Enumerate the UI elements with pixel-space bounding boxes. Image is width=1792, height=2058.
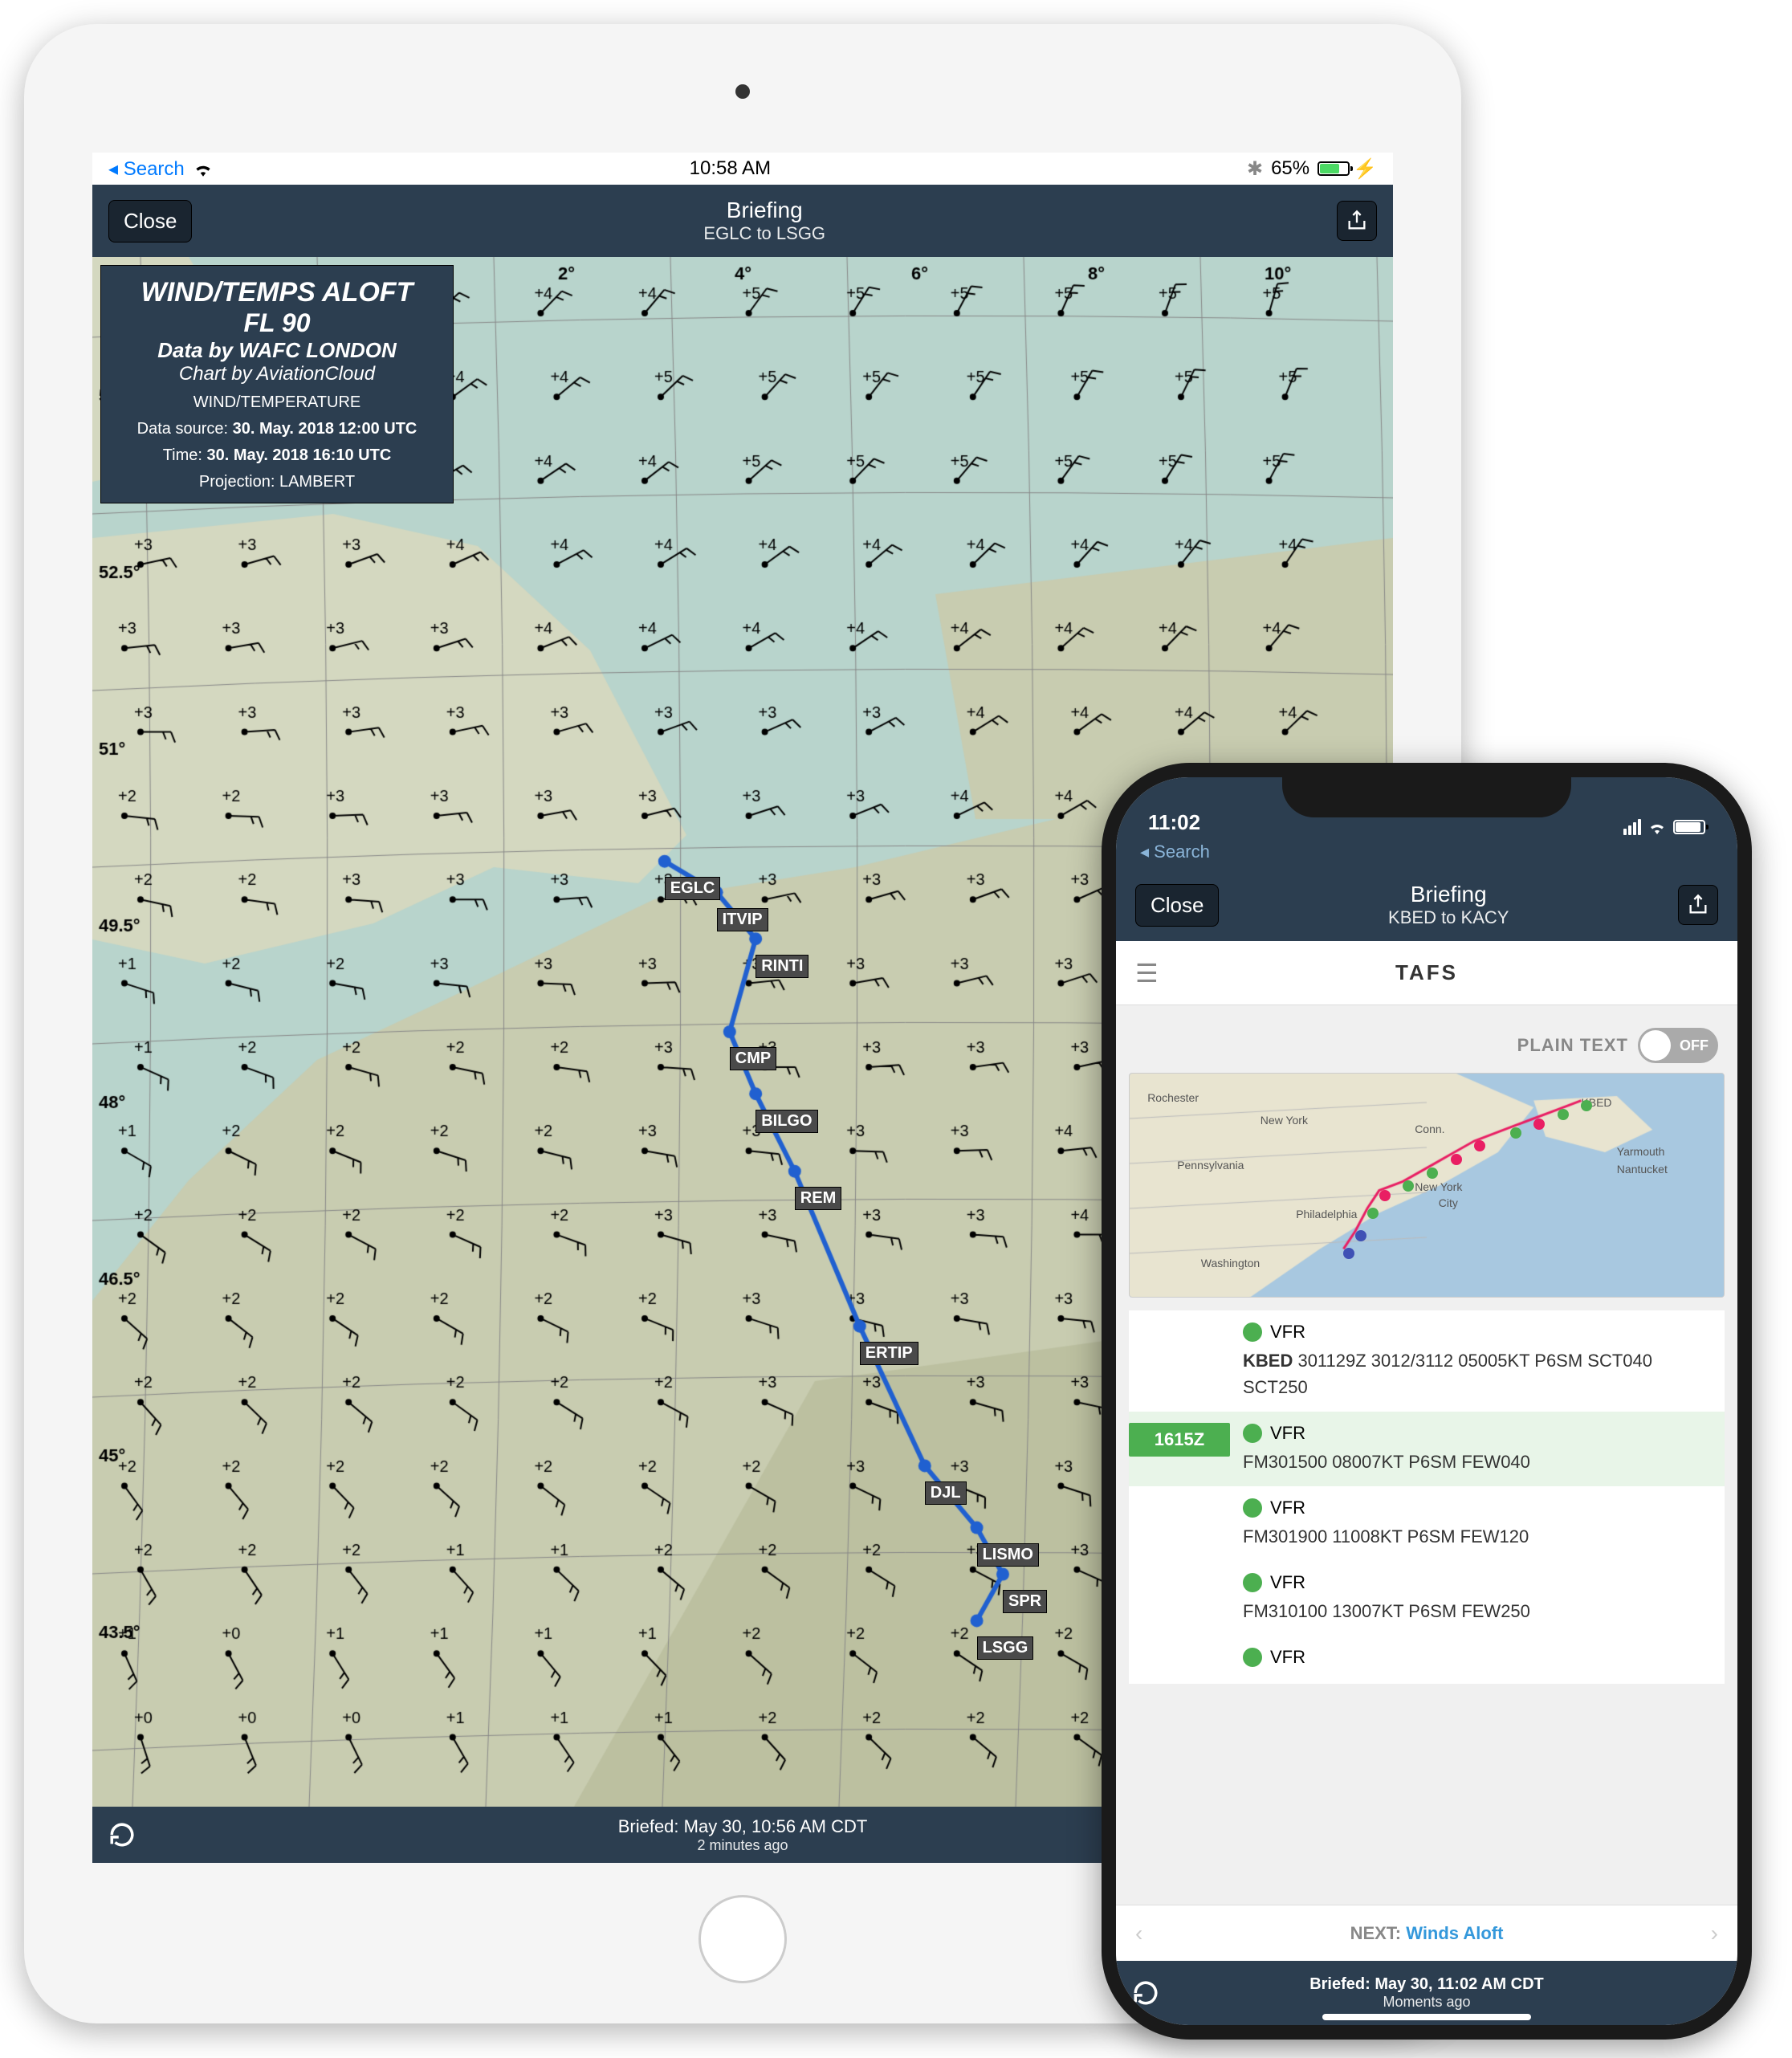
- signal-icon: [1623, 819, 1641, 835]
- waypoint-label: ITVIP: [717, 908, 768, 931]
- pager-label[interactable]: NEXT: Winds Aloft: [1350, 1923, 1504, 1944]
- back-to-search[interactable]: ◂ Search: [108, 157, 185, 181]
- nav-bar: Close Briefing EGLC to LSGG: [92, 185, 1393, 257]
- map-city-label: Philadelphia: [1296, 1208, 1357, 1221]
- menu-icon[interactable]: ☰: [1135, 958, 1159, 988]
- iphone-screen: 11:02 ◂ Search Close Briefing KBED to KA…: [1116, 777, 1737, 2025]
- map-city-label: New York: [1261, 1114, 1308, 1127]
- notch: [1282, 777, 1571, 817]
- share-button[interactable]: [1678, 885, 1718, 925]
- taf-text: FM310100 13007KT P6SM FEW250: [1243, 1598, 1712, 1624]
- taf-text: FM301900 11008KT P6SM FEW120: [1243, 1523, 1712, 1550]
- wifi-icon: [1647, 820, 1667, 834]
- camera-dot: [735, 84, 750, 99]
- waypoint-label: ERTIP: [860, 1342, 918, 1365]
- map-city-label: Washington: [1201, 1257, 1260, 1269]
- flight-category-dot: [1243, 1573, 1262, 1592]
- waypoint-label: LISMO: [977, 1543, 1039, 1567]
- flight-category-dot: [1243, 1424, 1262, 1443]
- battery-icon: ⚡: [1318, 157, 1377, 181]
- battery-pct: 65%: [1271, 157, 1309, 180]
- map-city-label: City: [1439, 1196, 1458, 1209]
- pager: ‹ NEXT: Winds Aloft ›: [1116, 1905, 1737, 1961]
- refresh-icon[interactable]: [108, 1821, 136, 1848]
- share-icon: [1687, 894, 1709, 916]
- toggle-label: PLAIN TEXT: [1517, 1035, 1628, 1056]
- status-time: 11:02: [1148, 810, 1200, 835]
- waypoint-label: DJL: [925, 1481, 967, 1505]
- map-city-label: Yarmouth: [1617, 1145, 1665, 1158]
- chart-legend: WIND/TEMPS ALOFT FL 90 Data by WAFC LOND…: [100, 265, 454, 503]
- share-button[interactable]: [1337, 201, 1377, 241]
- home-button[interactable]: [698, 1895, 787, 1983]
- map-city-label: New York: [1415, 1180, 1462, 1193]
- map-station-dot: [1451, 1154, 1462, 1165]
- back-to-search[interactable]: ◂ Search: [1116, 842, 1737, 869]
- share-icon: [1346, 210, 1368, 232]
- taf-category: VFR: [1243, 1423, 1712, 1444]
- map-station-dot: [1355, 1230, 1366, 1241]
- map-city-label: Conn.: [1415, 1123, 1444, 1135]
- map-station-dot: [1427, 1168, 1438, 1179]
- taf-category: VFR: [1243, 1322, 1712, 1343]
- map-station-dot: [1510, 1127, 1521, 1139]
- map-station-dot: [1367, 1208, 1379, 1219]
- map-station-dot: [1379, 1190, 1391, 1201]
- wifi-icon: [193, 161, 214, 177]
- close-button[interactable]: Close: [108, 200, 192, 242]
- map-city-label: Pennsylvania: [1177, 1159, 1244, 1172]
- taf-category: VFR: [1243, 1572, 1712, 1593]
- battery-icon: [1673, 820, 1705, 834]
- taf-text: KBED 301129Z 3012/3112 05005KT P6SM SCT0…: [1243, 1347, 1712, 1400]
- map-city-label: Rochester: [1147, 1091, 1199, 1104]
- waypoint-label: EGLC: [665, 877, 721, 900]
- waypoint-label: BILGO: [755, 1110, 817, 1133]
- map-city-label: Nantucket: [1617, 1163, 1668, 1176]
- map-station-dot: [1533, 1119, 1545, 1130]
- home-indicator: [1322, 2014, 1531, 2020]
- status-bar: ◂ Search 10:58 AM ✱ 65% ⚡: [92, 153, 1393, 185]
- taf-row[interactable]: VFR: [1129, 1636, 1725, 1684]
- taf-row[interactable]: VFR KBED 301129Z 3012/3112 05005KT P6SM S…: [1129, 1310, 1725, 1412]
- waypoint-label: REM: [795, 1187, 841, 1210]
- waypoint-label: LSGG: [977, 1636, 1034, 1660]
- nav-title: Briefing EGLC to LSGG: [703, 198, 825, 244]
- next-button[interactable]: ›: [1711, 1921, 1718, 1946]
- taf-category: VFR: [1243, 1498, 1712, 1518]
- bluetooth-icon: ✱: [1247, 157, 1263, 181]
- section-title: TAFS: [1395, 960, 1458, 985]
- taf-text: FM301500 08007KT P6SM FEW040: [1243, 1449, 1712, 1475]
- status-time: 10:58 AM: [690, 157, 771, 180]
- taf-time: 1615Z: [1129, 1423, 1230, 1457]
- section-header: ☰ TAFS: [1116, 941, 1737, 1005]
- plain-text-row: PLAIN TEXT OFF: [1129, 1018, 1725, 1073]
- refresh-icon[interactable]: [1132, 1979, 1159, 2007]
- flight-category-dot: [1243, 1322, 1262, 1342]
- taf-row[interactable]: VFR FM310100 13007KT P6SM FEW250: [1129, 1561, 1725, 1636]
- close-button[interactable]: Close: [1135, 884, 1219, 927]
- waypoint-label: CMP: [730, 1047, 776, 1070]
- route-map[interactable]: Rochester New York Conn. Pennsylvania New Yo…: [1129, 1073, 1725, 1298]
- flight-category-dot: [1243, 1648, 1262, 1667]
- taf-category: VFR: [1243, 1647, 1712, 1668]
- waypoint-label: RINTI: [755, 955, 808, 978]
- flight-category-dot: [1243, 1498, 1262, 1518]
- taf-row[interactable]: 1615Z VFR FM301500 08007KT P6SM FEW040: [1129, 1412, 1725, 1486]
- plain-text-toggle[interactable]: OFF: [1638, 1028, 1718, 1063]
- content-area: PLAIN TEXT OFF Rochester New York Conn. Pen…: [1116, 1005, 1737, 1905]
- nav-title: Briefing KBED to KACY: [1388, 882, 1509, 928]
- waypoint-label: SPR: [1003, 1590, 1047, 1613]
- iphone-device: 11:02 ◂ Search Close Briefing KBED to KA…: [1102, 763, 1752, 2040]
- taf-list: VFR KBED 301129Z 3012/3112 05005KT P6SM S…: [1129, 1310, 1725, 1684]
- prev-button[interactable]: ‹: [1135, 1921, 1142, 1946]
- taf-row[interactable]: VFR FM301900 11008KT P6SM FEW120: [1129, 1486, 1725, 1561]
- nav-bar: Close Briefing KBED to KACY: [1116, 869, 1737, 941]
